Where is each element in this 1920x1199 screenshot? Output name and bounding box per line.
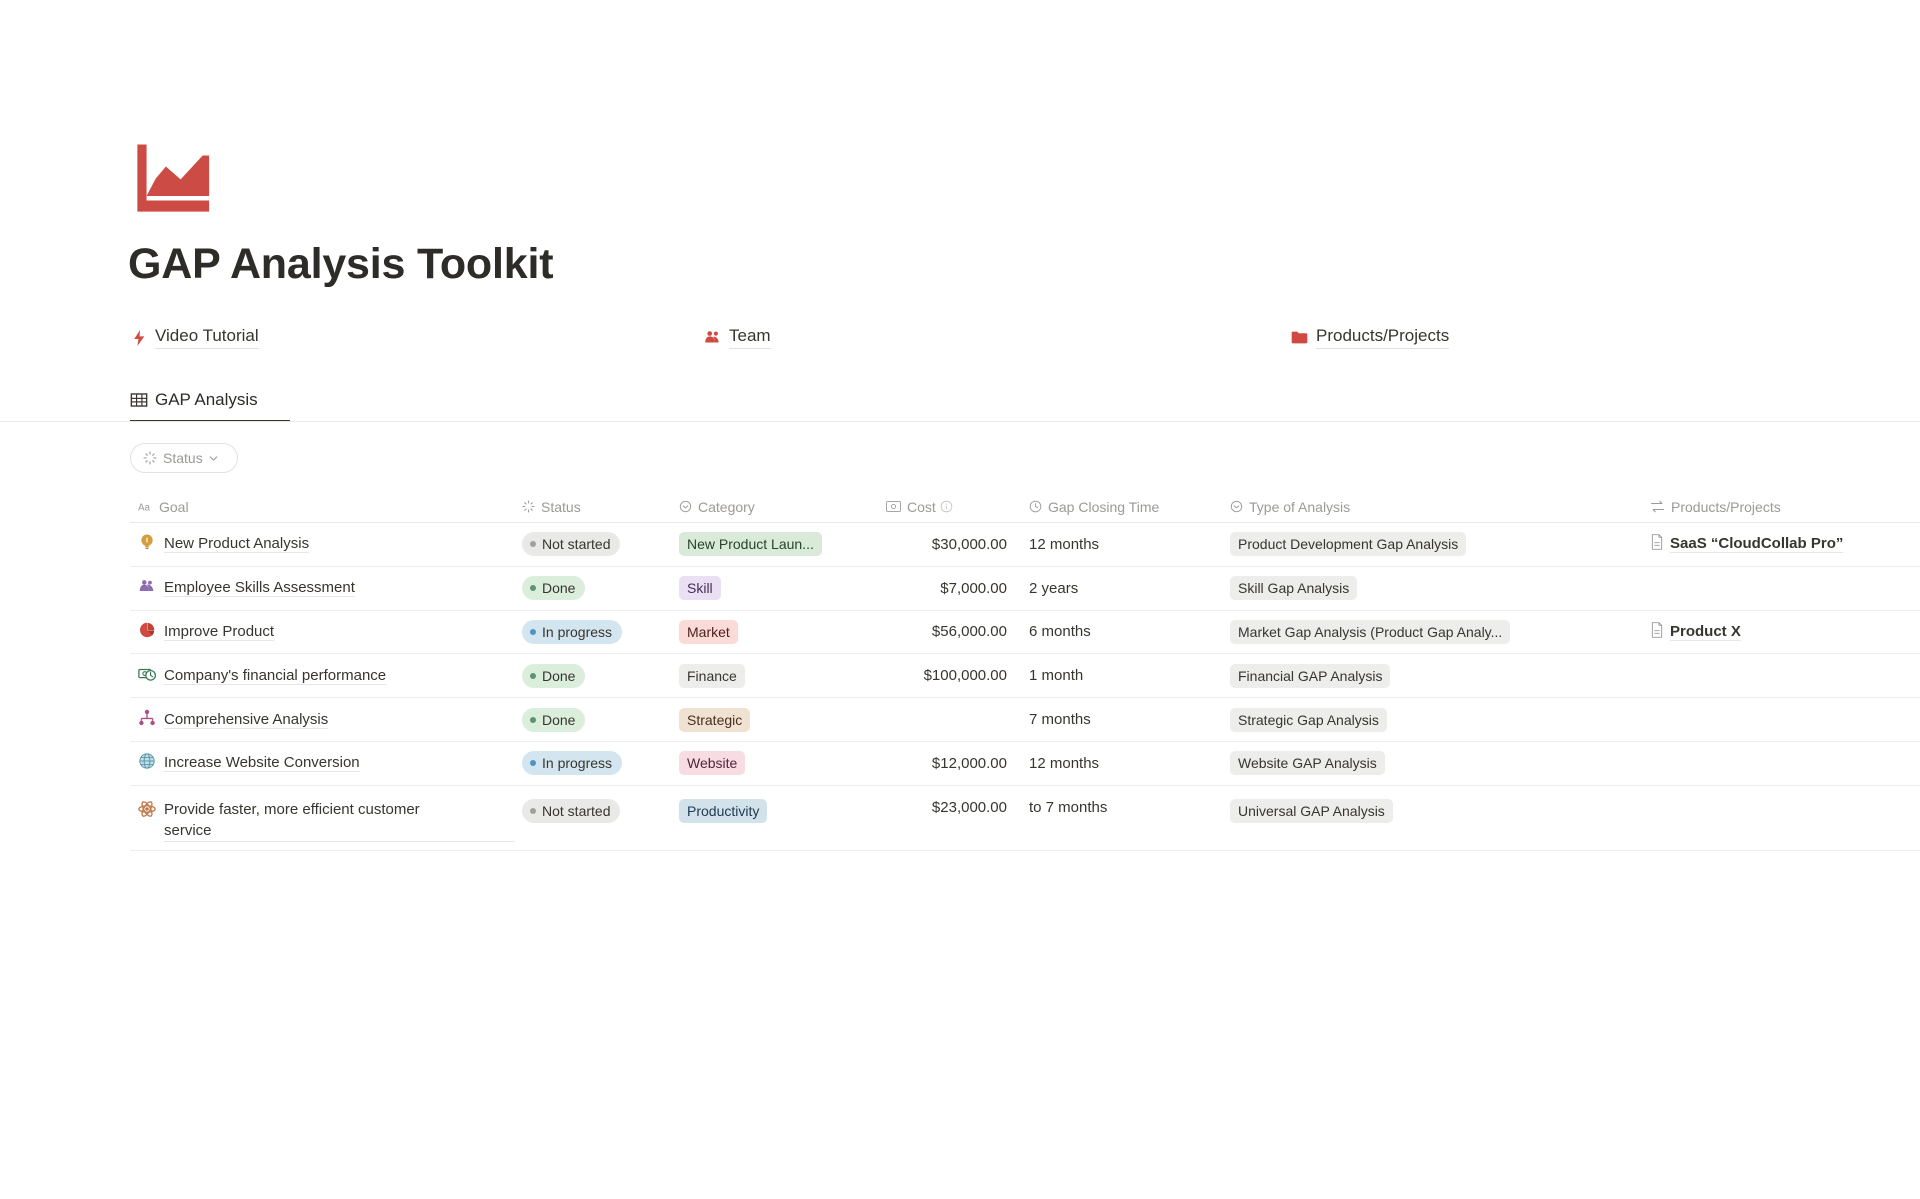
svg-text:Aa: Aa: [138, 502, 151, 513]
